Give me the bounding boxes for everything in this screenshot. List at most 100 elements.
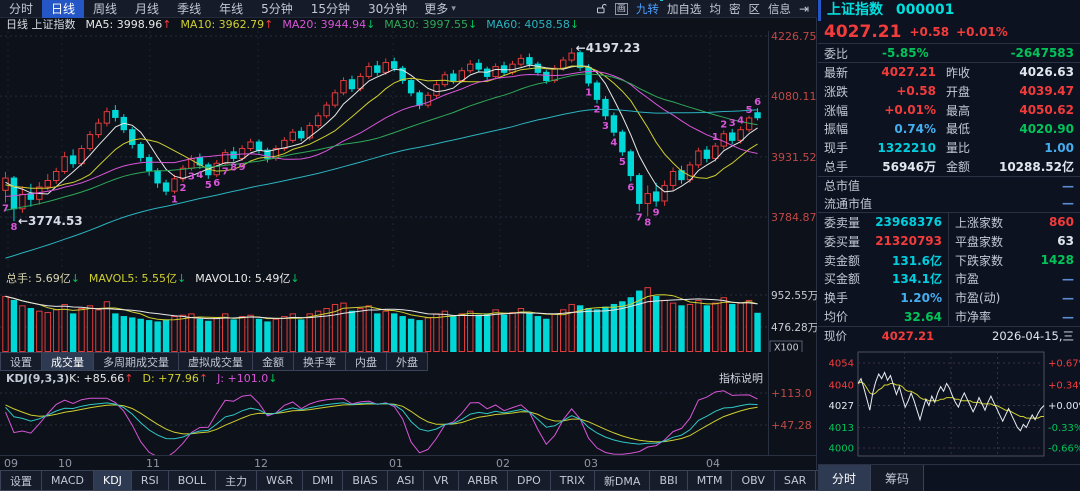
tab-period-5分钟[interactable]: 5分钟	[261, 1, 293, 16]
tool-加自选[interactable]: 加自选	[666, 1, 702, 16]
tab-vol-金额[interactable]: 金额	[252, 352, 294, 371]
unlock-icon[interactable]	[596, 3, 607, 14]
tab-vol-内盘[interactable]: 内盘	[345, 352, 387, 371]
stat-row: 换手 1.20%	[818, 288, 948, 307]
tab-vol-成交量[interactable]: 成交量	[41, 352, 94, 371]
tab-ind-DMI[interactable]: DMI	[302, 470, 344, 491]
quote-value: —	[1062, 290, 1074, 305]
tab-ind-KDJ[interactable]: KDJ	[92, 470, 132, 491]
svg-text:3: 3	[602, 121, 609, 132]
tab-ind-主力[interactable]: 主力	[215, 470, 258, 491]
indicator-value-MAVOL5: MAVOL5: 5.55亿↓	[88, 272, 187, 285]
draw-icon[interactable]: 画	[614, 2, 628, 15]
tab-ind-TRIX[interactable]: TRIX	[549, 470, 595, 491]
svg-text:+0.67%: +0.67%	[1048, 359, 1080, 370]
tab-ind-BOLL[interactable]: BOLL	[167, 470, 217, 491]
svg-text:3: 3	[188, 172, 195, 183]
tab-ind-DPO[interactable]: DPO	[507, 470, 551, 491]
tab-ind-SAR[interactable]: SAR	[773, 470, 817, 491]
arrow-down-icon: ↓	[467, 18, 478, 31]
badge-dot	[659, 0, 663, 1]
price-change: +0.58	[909, 25, 950, 39]
tool-信息[interactable]: 信息	[767, 1, 791, 16]
tab-ind-W&R[interactable]: W&R	[256, 470, 304, 491]
tab-period-分时[interactable]: 分时	[9, 1, 34, 16]
mini-chart-tabbar: 分时 筹码	[818, 464, 1080, 491]
tab-ind-ASI[interactable]: ASI	[386, 470, 425, 491]
svg-text:4054: 4054	[829, 359, 854, 370]
tool-均[interactable]: 均	[709, 1, 721, 16]
arrow-down-icon: ↓	[268, 372, 278, 385]
quote-value: 1428	[1040, 253, 1074, 268]
quote-label: 总手	[824, 160, 849, 175]
svg-text:+0.00%: +0.00%	[1048, 401, 1080, 412]
quote-label: 委卖量	[824, 215, 861, 230]
quote-label: 买金额	[824, 272, 861, 287]
tab-ind-ARBR[interactable]: ARBR	[457, 470, 509, 491]
tab-period-30分钟[interactable]: 30分钟	[368, 1, 408, 16]
svg-text:2: 2	[720, 120, 727, 131]
tab-vol-换手率[interactable]: 换手率	[293, 352, 346, 371]
svg-text:+0.34%: +0.34%	[1048, 381, 1080, 392]
tab-ind-BIAS[interactable]: BIAS	[342, 470, 388, 491]
quote-value: 10288.52亿	[998, 160, 1074, 175]
tab-ind-设置[interactable]: 设置	[0, 470, 42, 491]
tool-区[interactable]: 区	[748, 1, 760, 16]
tab-period-周线[interactable]: 周线	[93, 1, 118, 16]
tab-vol-外盘[interactable]: 外盘	[386, 352, 428, 371]
tab-ind-新DMA[interactable]: 新DMA	[593, 470, 651, 491]
svg-text:←3774.53: ←3774.53	[18, 214, 83, 228]
svg-text:8: 8	[230, 163, 237, 174]
tab-vol-虚拟成交量[interactable]: 虚拟成交量	[178, 352, 253, 371]
tab-ind-VR[interactable]: VR	[423, 470, 459, 491]
svg-text:3784.87: 3784.87	[771, 211, 817, 224]
tab-period-年线[interactable]: 年线	[219, 1, 244, 16]
quote-value: —	[1062, 271, 1074, 286]
indicator-value-J: J: +101.0↓	[217, 372, 278, 385]
svg-text:8: 8	[10, 222, 17, 233]
svg-text:1: 1	[585, 87, 592, 98]
intraday-mini-chart: 4054 +0.67% 4040 +0.34% 4027 +0.00% 4013 -0.33%…	[829, 351, 1080, 457]
svg-text:+113.0: +113.0	[771, 387, 812, 400]
tool-密[interactable]: 密	[728, 1, 741, 16]
quote-label: 振幅	[824, 122, 849, 137]
tool-九转[interactable]: 九转	[636, 0, 663, 17]
kdj-chart: +113.0 +47.28	[0, 387, 812, 455]
svg-text:5: 5	[619, 157, 626, 168]
tab-ind-MTM[interactable]: MTM	[686, 470, 733, 491]
period-tabbar: 分时 日线 周线 月线 季线 年线 5分钟 15分钟 30分钟 更多 ▾ 画 九转 加自选均密区信…	[0, 0, 817, 18]
tab-vol-设置[interactable]: 设置	[0, 352, 42, 371]
axis-divider	[768, 31, 769, 455]
tab-period-日线[interactable]: 日线	[42, 0, 85, 18]
expand-panel-icon[interactable]: ⇥	[798, 1, 809, 16]
tab-mini-筹码[interactable]: 筹码	[871, 465, 925, 491]
tab-ind-RSI[interactable]: RSI	[130, 470, 169, 491]
tab-ind-OBV[interactable]: OBV	[731, 470, 775, 491]
tab-period-月线[interactable]: 月线	[135, 1, 160, 16]
tab-mini-分时[interactable]: 分时	[818, 465, 872, 491]
stat-row: 平盘家数 63	[949, 232, 1080, 251]
period-tabs: 分时 日线 周线 月线 季线 年线 5分钟 15分钟 30分钟	[0, 0, 416, 18]
date-label-11: 11	[146, 457, 160, 470]
stat-row: 均价 32.64	[818, 307, 948, 326]
market-cap-row: 流通市值 —	[818, 195, 1080, 213]
more-label: 更多	[424, 1, 449, 16]
quote-price-row: 4027.21 +0.58 +0.01%	[818, 21, 1080, 43]
tab-vol-多周期成交量[interactable]: 多周期成交量	[93, 352, 179, 371]
tab-period-季线[interactable]: 季线	[177, 1, 202, 16]
tab-period-15分钟[interactable]: 15分钟	[310, 1, 351, 16]
indicator-value-总手: 总手: 5.69亿↓	[6, 272, 80, 285]
svg-text:9: 9	[653, 208, 660, 219]
indicator-value-MAVOL10: MAVOL10: 5.49亿↓	[195, 272, 300, 285]
indicator-help-link[interactable]: 指标说明	[719, 372, 763, 385]
date-label-10: 10	[58, 457, 72, 470]
tab-ind-MACD[interactable]: MACD	[41, 470, 94, 491]
svg-text:4: 4	[196, 170, 203, 181]
arrow-up-icon: ↑	[198, 372, 209, 385]
quote-value: 23968376	[875, 215, 942, 230]
indicator-value-MA60: MA60: 4058.58↓	[486, 18, 580, 31]
date-label-09: 09	[4, 457, 18, 470]
tab-ind-BBI[interactable]: BBI	[649, 470, 688, 491]
more-dropdown[interactable]: 更多 ▾	[416, 0, 464, 18]
